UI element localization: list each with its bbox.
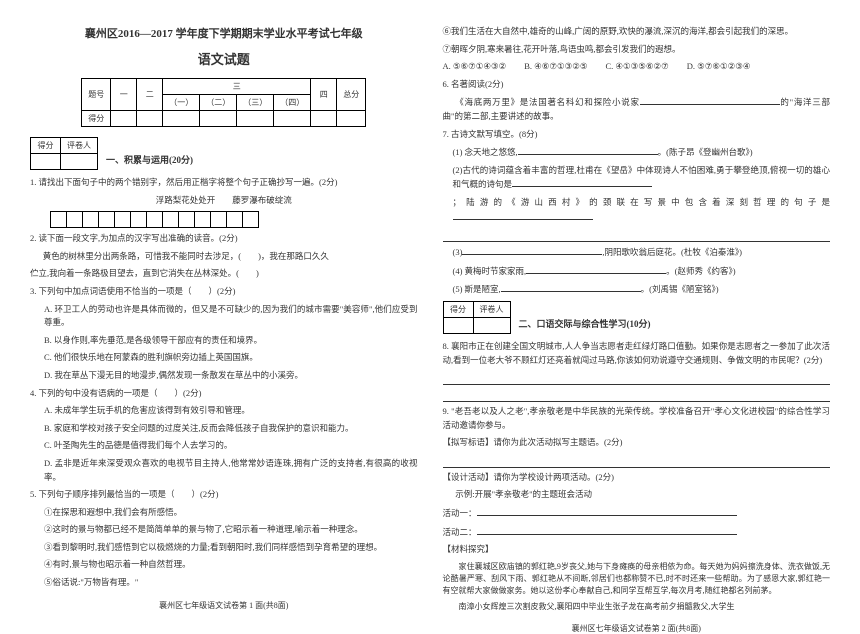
q3-b: B. 以身作则,率先垂范,是各级领导干部应有的责任和境界。 [44, 334, 418, 348]
section-2-head: 得分评卷人 二、口语交际与综合性学习(10分) [443, 301, 831, 334]
th-total: 总分 [337, 79, 366, 111]
th-3-2: （二） [200, 95, 237, 111]
q7-stem: 7. 古诗文默写填空。(8分) [443, 128, 831, 142]
q7-5-blank [501, 282, 641, 292]
q9-a1: 活动一： [443, 506, 831, 521]
q7-1: (1) 念天地之悠悠,。(陈子昂《登幽州台歌》) [443, 145, 831, 160]
th-3-3: （三） [237, 95, 274, 111]
th-2: 二 [137, 79, 163, 111]
q5-o4: ④有时,景与物也昭示着一种自然哲理。 [44, 558, 418, 572]
q7-2-blank1 [512, 177, 652, 187]
q7-1-blank [518, 145, 658, 155]
q7-5: (5) 斯是陋室,。(刘禹锡《陋室铭》) [443, 282, 831, 297]
q3-c: C. 他们很快乐地在阿蒙森的胜利旗帜旁边插上英国国旗。 [44, 351, 418, 365]
q5-o1: ①在探思和遐想中,我们会有所感悟。 [44, 506, 418, 520]
q9-sub1-blank [443, 454, 831, 468]
q1-text: 浮路梨花处处开 藤罗瀑布破绽流 [30, 194, 418, 208]
q9-sub3: 【材料探究】 [443, 543, 831, 557]
q7-4: (4) 黄梅时节家家雨,。(赵师秀《约客》) [443, 264, 831, 279]
q7-2b: ；陆游的《游山西村》的颈联在写景中包含着深刻哲理的句子是 [443, 196, 831, 224]
q9-sub1: 【拟写标语】请你为此次活动拟写主题语。(2分) [443, 436, 831, 450]
q9-example: 示例:开展"孝亲敬老"的主题班会活动 [443, 488, 831, 502]
page-left: 襄州区2016—2017 学年度下学期期末学业水平考试七年级 语文试题 题号 一… [20, 25, 428, 580]
q5-stem: 5. 下列句子顺序排列最恰当的一项是（ ）(2分) [30, 488, 418, 502]
r-o7: ⑦朝晖夕阴,寒来暑往,花开叶落,鸟语虫鸣,都会引发我们的遐想。 [443, 43, 831, 57]
r-opt-c: C. ④①③⑤⑥②⑦ [606, 60, 669, 74]
q8-blank1 [443, 371, 831, 385]
q6-text: 《海底两万里》是法国著名科幻和探险小说家的"海洋三部曲"的第二部,主要讲述的故事… [443, 95, 831, 123]
section-1-head: 得分评卷人 一、积累与运用(20分) [30, 137, 418, 170]
q9-a2-blank [477, 525, 737, 535]
th-1: 一 [111, 79, 137, 111]
q3-d: D. 我在草丛下漫无目的地漫步,偶然发现一条散发在草丛中的小溪旁。 [44, 369, 418, 383]
score-table: 题号 一 二 三 四 总分 （一） （二） （三） （四） 得分 [81, 78, 366, 127]
q7-2-blank3 [443, 228, 831, 242]
footer-left: 襄州区七年级语文试卷第 1 面(共8面) [30, 600, 418, 611]
q4-a: A. 未成年学生玩手机的危害应该得到有效引导和管理。 [44, 404, 418, 418]
th-4: 四 [311, 79, 337, 111]
th-3-4: （四） [274, 95, 311, 111]
q8-stem: 8. 襄阳市正在创建全国文明城市,人人争当志愿者走红绿灯路口值勤。如果你是志愿者… [443, 340, 831, 367]
q6-stem: 6. 名著阅读(2分) [443, 78, 831, 92]
page-right: ⑥我们生活在大自然中,雄奇的山峰,广阔的原野,欢快的瀑流,深沉的海洋,都会引起我… [428, 25, 841, 580]
r-opt-b: B. ④⑥⑦①③②⑤ [524, 60, 587, 74]
title-main: 襄州区2016—2017 学年度下学期期末学业水平考试七年级 [30, 25, 418, 41]
q3-stem: 3. 下列句中加点词语使用不恰当的一项是（ ）(2分) [30, 285, 418, 299]
row-score: 得分 [82, 111, 111, 127]
r-o6: ⑥我们生活在大自然中,雄奇的山峰,广阔的原野,欢快的瀑流,深沉的海洋,都会引起我… [443, 25, 831, 39]
q5-o5: ⑤俗话说:"万物皆有理。" [44, 576, 418, 590]
r-opt-d: D. ⑤⑦⑥①②③④ [687, 60, 751, 74]
q9-a2: 活动二： [443, 525, 831, 540]
q5-o3: ③看到黎明时,我们感悟到它以极燃烧的力量;看到朝阳时,我们同样感悟到孕育希望的理… [44, 541, 418, 555]
q7-4-blank [526, 264, 666, 274]
q7-2-blank2 [453, 210, 593, 220]
q7-2: (2)古代的诗词蕴含着丰富的哲理,杜甫在《望岳》中体现诗人不怕困难,勇于攀登绝顶… [443, 164, 831, 192]
q7-3: (3),阴阳歌吹翁后庭花。(杜牧《泊秦淮》) [443, 245, 831, 260]
q1-stem: 1. 请找出下面句子中的两个错别字，然后用正楷字将整个句子正确抄写一遍。(2分) [30, 176, 418, 190]
q1-grid [50, 211, 259, 228]
q9-a1-blank [477, 506, 737, 516]
q5-options: ①在探思和遐想中,我们会有所感悟。 ②这时的景与物都已经不是简简单单的景与物了,… [30, 506, 418, 590]
q4-d: D. 孟非是近年来深受观众喜欢的电视节目主持人,他常常妙语连珠,拥有广泛的支持者… [44, 457, 418, 484]
q3-a: A. 环卫工人的劳动也许是具体而微的，但又是不可缺少的,因为我们的城市需要"美容… [44, 303, 418, 330]
footer-right: 襄州区七年级语文试卷第 2 面(共8面) [443, 623, 831, 634]
q8-blank2 [443, 388, 831, 402]
q2-text2: 伫立,我向着一条路极目望去，直到它消失在丛林深处。( ) [30, 267, 418, 281]
q4-stem: 4. 下列的句中没有语病的一项是（ ）(2分) [30, 387, 418, 401]
q9-mat2: 南漳小女辉煌三次割皮救父,襄阳四中毕业生张子龙在高考前夕捐髓救父,大学生 [443, 601, 831, 613]
q6-blank1 [640, 95, 780, 105]
th-3-1: （一） [163, 95, 200, 111]
r-opts: A. ⑤⑥⑦①④③② B. ④⑥⑦①③②⑤ C. ④①③⑤⑥②⑦ D. ⑤⑦⑥①… [443, 60, 831, 74]
q4-options: A. 未成年学生玩手机的危害应该得到有效引导和管理。 B. 家庭和学校对孩子安全… [30, 404, 418, 484]
mini-table-2: 得分评卷人 [443, 301, 511, 334]
q4-b: B. 家庭和学校对孩子安全问题的过度关注,反而会降低孩子自我保护的意识和能力。 [44, 422, 418, 436]
q4-c: C. 叶圣陶先生的品德是值得我们每个人去学习的。 [44, 439, 418, 453]
q9-stem: 9. "老吾老以及人之老",孝亲敬老是中华民族的光荣传统。学校准备召开"孝心文化… [443, 405, 831, 432]
q3-options: A. 环卫工人的劳动也许是具体而微的，但又是不可缺少的,因为我们的城市需要"美容… [30, 303, 418, 383]
mini-table-1: 得分评卷人 [30, 137, 98, 170]
title-sub: 语文试题 [30, 49, 418, 68]
q7-3-blank [462, 245, 602, 255]
q5-o2: ②这时的景与物都已经不是简简单单的景与物了,它昭示着一种道理,喻示着一种理念。 [44, 523, 418, 537]
th-3: 三 [163, 79, 311, 95]
r-opt-a: A. ⑤⑥⑦①④③② [443, 60, 507, 74]
q2-text: 黄色的树林里分出两条路，可惜我不能同时去涉足，( )，我在那路口久久 [30, 250, 418, 264]
q2-stem: 2. 读下面一段文字,为加点的汉字写出准确的读音。(2分) [30, 232, 418, 246]
q9-sub2: 【设计活动】请你为学校设计两项活动。(2分) [443, 471, 831, 485]
th-tihao: 题号 [82, 79, 111, 111]
q9-mat: 家住襄城区欧庙镇的郭红艳,9岁丧父,她与下身瘫痪的母亲相依为命。每天她为妈妈擦洗… [443, 561, 831, 597]
